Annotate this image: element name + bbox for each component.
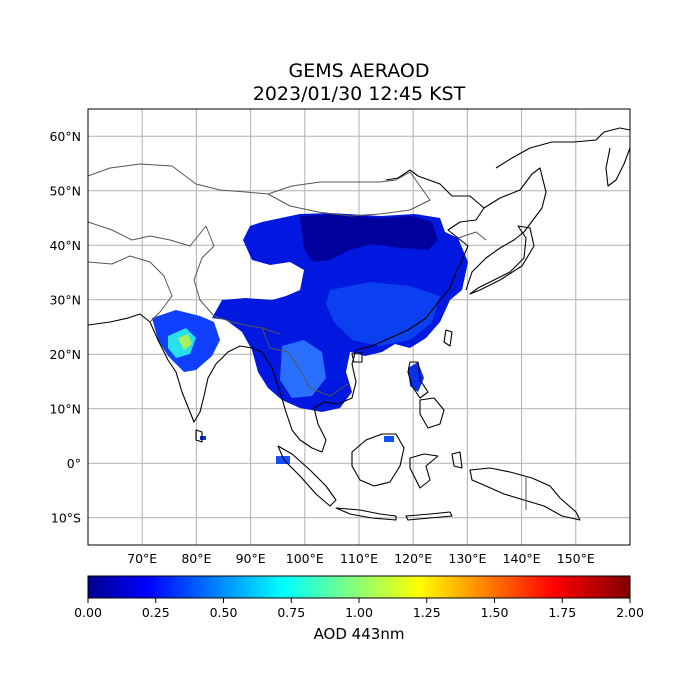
island-luzon [407,361,429,399]
lon-tick-label: 70°E [127,551,157,566]
colorbar-tick-label: 2.00 [616,605,644,620]
colorbar-tick-label: 0.50 [210,605,238,620]
lat-tick-label: 60°N [49,129,81,144]
aod-speck-sumatra [276,456,290,464]
map-frame [87,108,631,546]
colorbar [87,575,631,599]
border-mongolia [267,171,431,217]
lat-tick-label: 20°N [49,347,81,362]
lat-tick-label: 10°N [49,401,81,416]
island-hainan [351,351,363,363]
island-sri-lanka [195,429,203,443]
border-china-west [193,225,281,335]
island-lesser-sunda [405,511,453,521]
border-iran-afghan [88,255,173,323]
island-java [335,507,397,521]
colorbar-tick-label: 0.75 [277,605,305,620]
colorbar-tick-label: 1.25 [413,605,441,620]
lon-tick-label: 140°E [503,551,541,566]
island-japan [469,225,535,295]
coastlines [88,127,630,521]
border-central-asia [88,221,207,247]
map-title-line1: GEMS AERAOD [288,60,430,82]
border-southeast-asia [261,327,349,397]
aod-region-mekong [280,340,326,398]
coast-indochina [261,169,485,453]
lon-tick-label: 110°E [340,551,378,566]
coast-siberia [495,127,630,169]
lon-tick-label: 150°E [557,551,595,566]
lon-tick-label: 80°E [181,551,211,566]
colorbar-tick-label: 0.25 [142,605,170,620]
aod-field [152,213,468,464]
island-sumatra [277,445,337,507]
longitude-tick-labels: 70°E 80°E 90°E 100°E 110°E 120°E 130°E 140°E 150… [127,551,595,566]
coast-india-arabia [88,313,263,423]
island-borneo [351,433,405,487]
latitude-tick-labels: 60°N 50°N 40°N 30°N 20°N 10°N 0° 10°S [49,129,81,526]
lon-tick-label: 120°E [394,551,432,566]
aod-region-china-south [326,282,440,346]
map-area [88,109,630,545]
island-taiwan [443,329,453,347]
country-borders [88,163,527,510]
lon-tick-label: 100°E [286,551,324,566]
aod-speck-borneo [384,436,394,442]
map-title-line2: 2023/01/30 12:45 KST [252,83,466,105]
island-sulawesi [409,453,439,489]
border-korea [457,231,487,241]
island-mindanao [419,397,445,429]
aod-region-china-dark [300,214,438,262]
coast-kamchatka [605,147,630,187]
colorbar-ticks: 0.00 0.25 0.50 0.75 1.00 1.25 1.50 1.75 2.00 [74,598,644,620]
lat-tick-label: 50°N [49,183,81,198]
colorbar-tick-label: 0.00 [74,605,102,620]
aod-speck-ocean [200,436,206,440]
lat-tick-label: 10°S [51,510,81,525]
aod-region-india-peak [178,334,192,350]
colorbar-tick-label: 1.00 [345,605,373,620]
island-halmahera [451,451,463,469]
colorbar-label: AOD 443nm [313,625,405,643]
lon-tick-label: 90°E [236,551,266,566]
lat-tick-label: 30°N [49,292,81,307]
border-kazakhstan-russia [88,163,411,195]
colorbar-tick-label: 1.75 [548,605,576,620]
lat-tick-label: 0° [67,456,81,471]
coast-korea-east [465,167,547,291]
lon-tick-label: 130°E [448,551,486,566]
lat-tick-label: 40°N [49,238,81,253]
island-new-guinea [469,467,581,521]
aod-region-philippines [408,362,424,392]
colorbar-tick-label: 1.50 [481,605,509,620]
